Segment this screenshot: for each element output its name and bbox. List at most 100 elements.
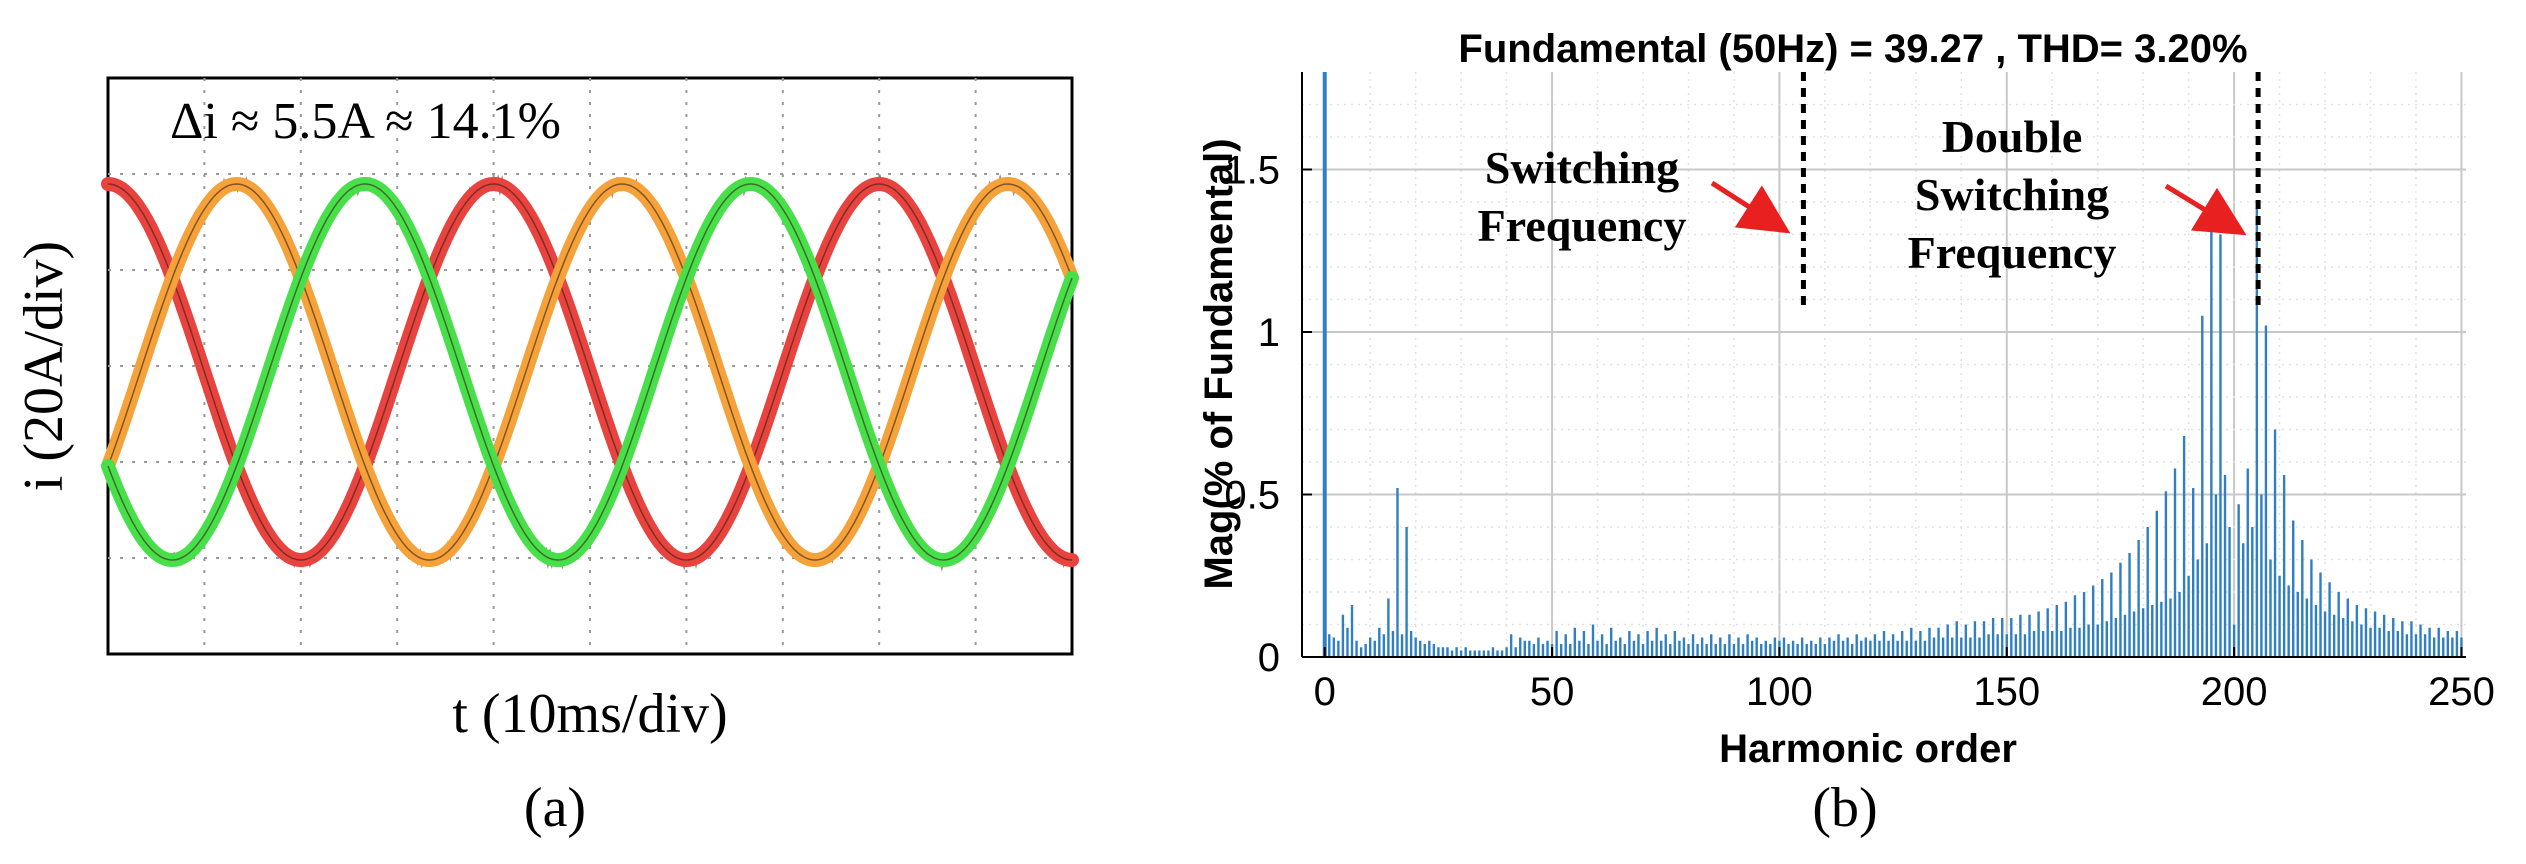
spectrum-bar [2232, 624, 2236, 657]
spectrum-bar [1641, 644, 1645, 657]
spectrum-bar [1369, 637, 1372, 657]
spectrum-x-tick-label: 250 [2428, 670, 2495, 714]
spectrum-bar [1591, 624, 1595, 657]
spectrum-bar [2219, 234, 2222, 657]
spectrum-bar [1414, 637, 1417, 657]
spectrum-bar [2046, 608, 2049, 657]
spectrum-y-label: Mag(% of Fundamental) [1197, 138, 1241, 589]
spectrum-bar [2396, 631, 2399, 657]
panel-b: Fundamental (50Hz) = 39.27 , THD= 3.20% … [1197, 27, 2495, 839]
scope-trace-center [107, 183, 1073, 561]
spectrum-bar [1741, 644, 1745, 657]
spectrum-bar [2132, 611, 2136, 657]
spectrum-bar [2141, 608, 2145, 657]
spectrum-bar [2096, 624, 2099, 657]
spectrum-bar [1450, 650, 1454, 657]
spectrum-bar [1341, 614, 1345, 657]
spectrum-bar [2410, 621, 2413, 657]
spectrum-bar [1419, 640, 1422, 657]
spectrum-bar [1432, 644, 1436, 657]
spectrum-bar [2105, 621, 2108, 657]
spectrum-bar [1423, 644, 1426, 657]
spectrum-bar [2392, 618, 2395, 657]
spectrum-bar [2287, 585, 2290, 657]
spectrum-bar [1628, 631, 1631, 657]
spectrum-marker-label: Double [1942, 111, 2083, 162]
spectrum-bar [1982, 621, 1986, 657]
spectrum-bar [2196, 559, 2199, 657]
spectrum-bar [2110, 572, 2113, 657]
spectrum-bar [1464, 647, 1467, 657]
spectrum-bar [1487, 650, 1490, 657]
spectrum-bar [2310, 559, 2313, 657]
spectrum-bar [2023, 634, 2027, 657]
spectrum-bar [1782, 637, 1786, 657]
spectrum-x-tick-label: 200 [2201, 670, 2268, 714]
spectrum-bar [1841, 640, 1845, 657]
spectrum-bar [2419, 624, 2422, 657]
spectrum-bar [2237, 504, 2240, 657]
spectrum-bar [1937, 627, 1940, 657]
spectrum-x-label: Harmonic order [1719, 727, 2017, 771]
spectrum-bar [2087, 624, 2090, 657]
spectrum-bar-fundamental [1322, 72, 1327, 657]
spectrum-marker-label: Frequency [1478, 200, 1687, 251]
spectrum-bar [1555, 631, 1558, 657]
spectrum-bar [2178, 592, 2181, 657]
spectrum-bar [1519, 637, 1522, 657]
spectrum-bar [1882, 631, 1886, 657]
spectrum-bar [1482, 650, 1486, 657]
spectrum-bar [1609, 627, 1613, 657]
spectrum-bar [2005, 634, 2008, 657]
spectrum-bar [1569, 644, 1572, 657]
spectrum-bar [1691, 634, 1695, 657]
spectrum-bar [1373, 640, 1376, 657]
spectrum-bar [1637, 634, 1640, 657]
spectrum-bar [2173, 468, 2177, 657]
spectrum-bar [1987, 634, 1990, 657]
spectrum-bar [1446, 647, 1449, 657]
spectrum-bar [2078, 627, 2081, 657]
spectrum-bar [1755, 637, 1758, 657]
spectrum-bar [1832, 640, 1836, 657]
spectrum-bar [1437, 647, 1440, 657]
spectrum-bar [1750, 640, 1754, 657]
spectrum-bar [1905, 640, 1908, 657]
spectrum-bar [1787, 644, 1790, 657]
spectrum-bar [2360, 624, 2363, 657]
spectrum-bar [1564, 634, 1567, 657]
spectrum-bar [1746, 634, 1749, 657]
spectrum-bar [1469, 650, 1472, 657]
spectrum-bar [1459, 650, 1463, 657]
spectrum-y-tick-label: 0 [1258, 636, 1280, 680]
spectrum-bar [2223, 475, 2227, 657]
spectrum-bar [1869, 640, 1872, 657]
spectrum-bar [1710, 634, 1713, 657]
spectrum-bar [2091, 585, 2095, 657]
spectrum-bars [1322, 72, 2463, 657]
spectrum-bar [1760, 644, 1763, 657]
spectrum-bar [2378, 627, 2381, 657]
spectrum-bar [1951, 637, 1954, 657]
spectrum-bar [1619, 637, 1622, 657]
spectrum-bar [2019, 614, 2022, 657]
spectrum-bar [1823, 644, 1827, 657]
spectrum-bar [2269, 559, 2272, 657]
spectrum-bar [2041, 631, 2045, 657]
spectrum-bar [1800, 637, 1804, 657]
spectrum-bar [1509, 634, 1513, 657]
spectrum-bar [1455, 647, 1458, 657]
spectrum-bar [2442, 637, 2445, 657]
spectrum-bar [2037, 611, 2040, 657]
panel-a: Δi ≈ 5.5A ≈ 14.1% i (20A/div) t (10ms/di… [13, 76, 1079, 839]
spectrum-marker-label: Frequency [1908, 227, 2117, 278]
spectrum-y-tick-label: 1.5 [1224, 149, 1280, 193]
spectrum-bar [1491, 647, 1495, 657]
spectrum-bar [1728, 634, 1731, 657]
spectrum-bar [1719, 637, 1722, 657]
spectrum-bar [2073, 595, 2077, 657]
spectrum-bar [1678, 640, 1681, 657]
spectrum-bar [2146, 527, 2149, 657]
spectrum-bar [2128, 553, 2131, 657]
spectrum-bar [1887, 640, 1890, 657]
